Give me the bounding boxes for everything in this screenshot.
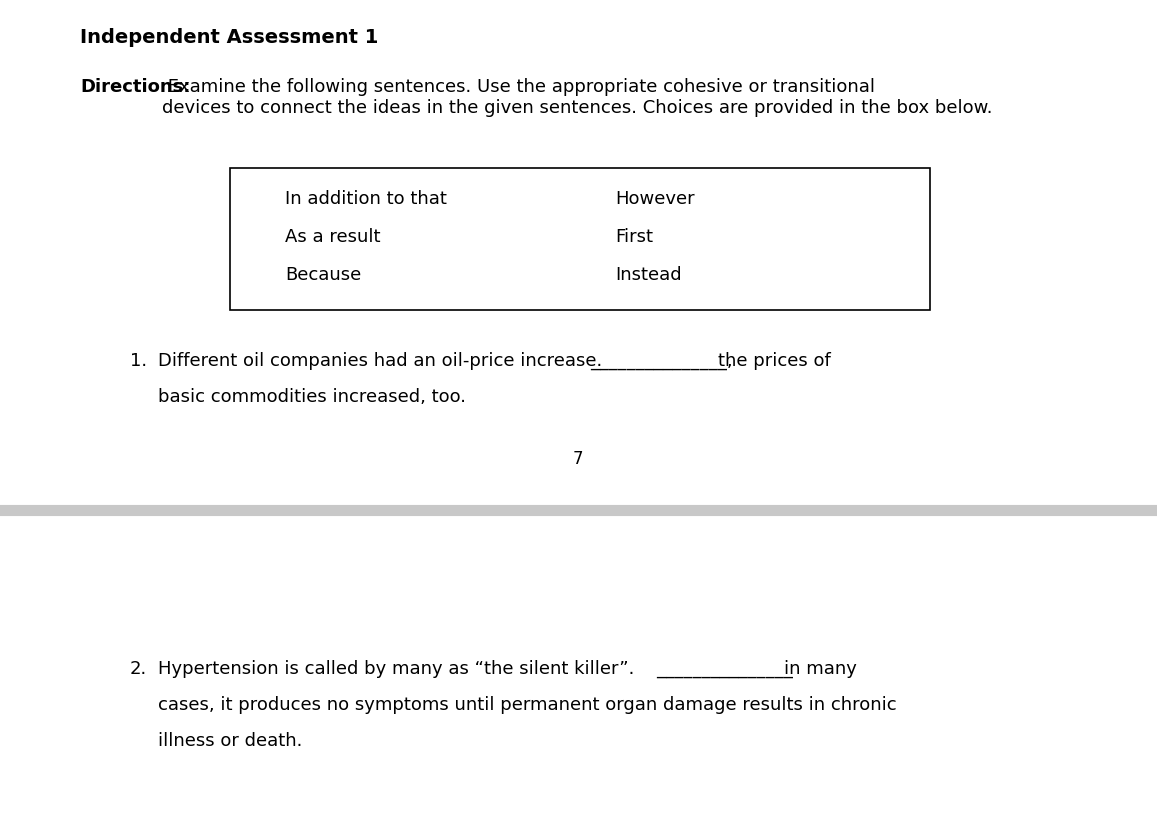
Text: 1.: 1. <box>130 352 147 370</box>
Text: Independent Assessment 1: Independent Assessment 1 <box>80 28 378 47</box>
Text: basic commodities increased, too.: basic commodities increased, too. <box>159 388 466 406</box>
Text: Directions:: Directions: <box>80 78 191 96</box>
Text: _______________: _______________ <box>656 660 793 678</box>
Text: _______________,: _______________, <box>590 352 732 370</box>
Text: Examine the following sentences. Use the appropriate cohesive or transitional
de: Examine the following sentences. Use the… <box>162 78 993 117</box>
Text: However: However <box>616 190 694 208</box>
Text: In addition to that: In addition to that <box>285 190 447 208</box>
Text: 7: 7 <box>573 450 583 468</box>
Bar <box>230 168 930 310</box>
Text: Hypertension is called by many as “the silent killer”.: Hypertension is called by many as “the s… <box>159 660 634 678</box>
Text: Different oil companies had an oil-price increase.: Different oil companies had an oil-price… <box>159 352 603 370</box>
Text: the prices of: the prices of <box>718 352 831 370</box>
Text: First: First <box>616 228 653 246</box>
Text: As a result: As a result <box>285 228 381 246</box>
Text: in many: in many <box>784 660 857 678</box>
Text: Instead: Instead <box>616 266 681 284</box>
Text: illness or death.: illness or death. <box>159 732 302 750</box>
Text: cases, it produces no symptoms until permanent organ damage results in chronic: cases, it produces no symptoms until per… <box>159 696 897 714</box>
Text: Because: Because <box>285 266 361 284</box>
Text: 2.: 2. <box>130 660 147 678</box>
